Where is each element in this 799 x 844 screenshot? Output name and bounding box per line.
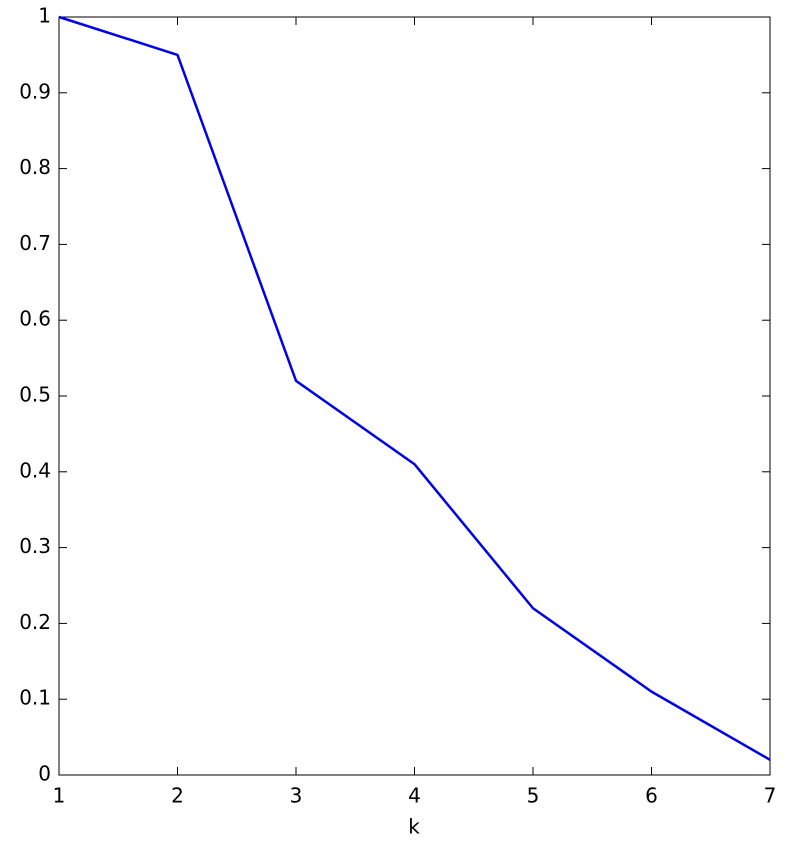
x-tick-label: 3	[290, 784, 303, 808]
y-tick-label: 0.5	[19, 383, 51, 407]
x-tick-label: 6	[645, 784, 658, 808]
x-tick-label: 4	[408, 784, 421, 808]
y-tick-label: 0	[38, 762, 51, 786]
data-line	[58, 15, 771, 761]
plot-frame	[58, 16, 771, 776]
y-tick-label: 0.2	[19, 610, 51, 634]
x-tick-label: 2	[171, 784, 184, 808]
y-tick-label: 0.4	[19, 458, 51, 482]
x-axis-label: k	[408, 815, 420, 839]
y-tick-label: 0.3	[19, 534, 51, 558]
y-tick-label: 0.8	[19, 155, 51, 179]
y-tick-label: 0.9	[19, 79, 51, 103]
y-tick-label: 1	[38, 4, 51, 28]
y-tick-label: 0.7	[19, 231, 51, 255]
x-tick-label: 1	[53, 784, 66, 808]
x-tick-label: 7	[764, 784, 777, 808]
y-tick-label: 0.6	[19, 307, 51, 331]
y-tick-label: 0.1	[19, 686, 51, 710]
x-tick-label: 5	[527, 784, 540, 808]
